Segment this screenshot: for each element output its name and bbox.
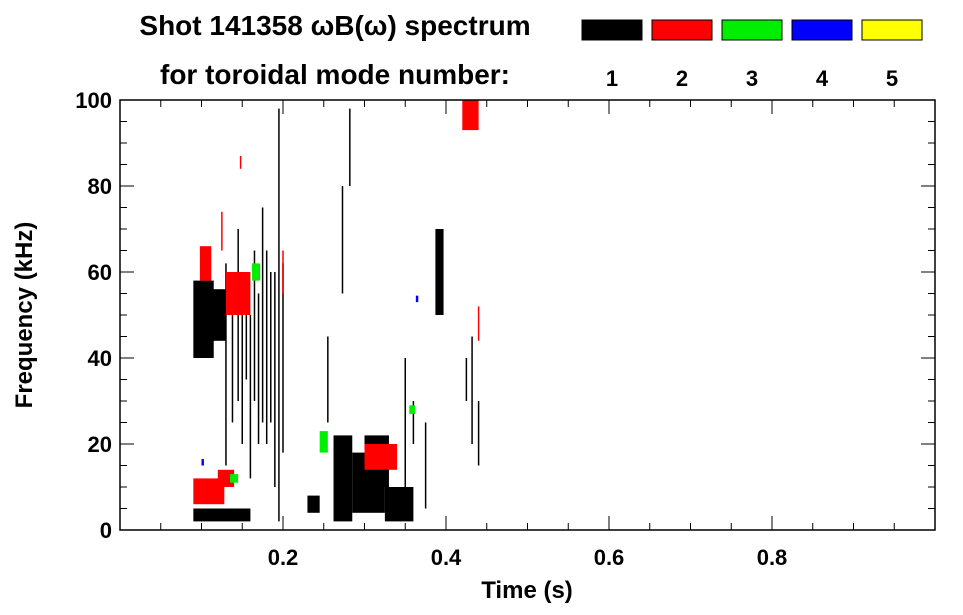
legend-label-2: 2 <box>676 66 688 91</box>
x-tick-label: 0.2 <box>268 545 299 570</box>
legend-swatch-1 <box>581 19 643 41</box>
axis-ticks <box>120 99 935 531</box>
y-tick-label: 60 <box>88 260 112 285</box>
mode-n3-region-3 <box>409 405 416 414</box>
legend-swatch-3 <box>721 19 783 41</box>
plot-marks <box>193 100 480 522</box>
mode-n4-region-0 <box>415 295 419 303</box>
chart-title: Shot 141358 ωB(ω) spectrum <box>139 10 530 41</box>
legend-swatch-2 <box>651 19 713 41</box>
y-tick-label: 20 <box>88 432 112 457</box>
mode-n3-region-0 <box>252 263 261 281</box>
legend-label-3: 3 <box>746 66 758 91</box>
y-tick-label: 0 <box>100 518 112 543</box>
mode-n1-region-6 <box>384 487 414 522</box>
legend-label-4: 4 <box>816 66 829 91</box>
y-tick-label: 40 <box>88 346 112 371</box>
legend-label-5: 5 <box>886 66 898 91</box>
mode-n2-region-3 <box>462 100 479 131</box>
mode-n1-region-1 <box>205 289 226 341</box>
x-axis-label: Time (s) <box>481 577 573 604</box>
mode-n1-region-3 <box>307 495 320 513</box>
x-tick-label: 0.6 <box>594 545 625 570</box>
y-axis-label: Frequency (kHz) <box>11 222 38 409</box>
mode-n1-region-7 <box>435 229 444 315</box>
tick-labels: 0 20 40 60 80 100 0.2 0.4 0.6 0.8 <box>75 88 787 570</box>
legend-swatch-4 <box>791 19 853 41</box>
mode-n3-region-1 <box>230 474 239 483</box>
mode-n4-region-1 <box>201 459 204 466</box>
x-tick-label: 0.4 <box>431 545 462 570</box>
x-tick-label: 0.8 <box>757 545 788 570</box>
y-tick-label: 80 <box>88 174 112 199</box>
legend-swatch-5 <box>861 19 923 41</box>
mode-n2-region-4 <box>364 444 398 470</box>
chart-subtitle: for toroidal mode number: <box>160 59 510 90</box>
y-tick-label: 100 <box>75 88 112 113</box>
mode-n2-region-0 <box>199 246 212 281</box>
legend: 1 2 3 4 5 <box>581 19 923 91</box>
mode-n3-region-2 <box>319 431 328 453</box>
legend-label-1: 1 <box>606 66 618 91</box>
mode-n1-region-2 <box>193 508 251 522</box>
mode-n1-region-4 <box>333 435 353 522</box>
mode-n2-region-2 <box>225 272 251 315</box>
